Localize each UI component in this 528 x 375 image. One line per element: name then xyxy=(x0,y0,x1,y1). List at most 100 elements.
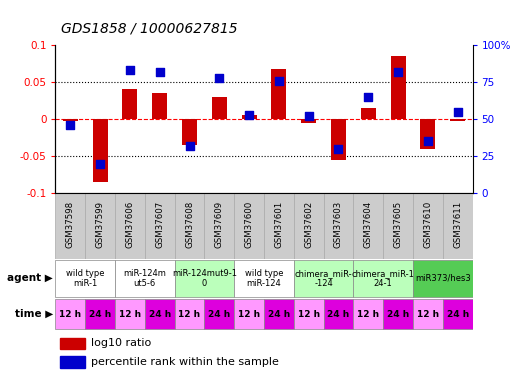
Bar xyxy=(55,193,85,259)
Text: GDS1858 / 10000627815: GDS1858 / 10000627815 xyxy=(61,22,238,36)
Text: 24 h: 24 h xyxy=(268,310,290,319)
Bar xyxy=(85,193,115,259)
Bar xyxy=(324,193,353,259)
Point xyxy=(305,113,313,119)
Bar xyxy=(115,299,145,329)
Bar xyxy=(115,193,145,259)
Point xyxy=(454,109,462,115)
Text: wild type
miR-124: wild type miR-124 xyxy=(245,269,283,288)
Point xyxy=(334,146,343,152)
Bar xyxy=(145,299,175,329)
Text: time ▶: time ▶ xyxy=(15,309,53,319)
Text: GSM37600: GSM37600 xyxy=(244,201,253,248)
Text: 12 h: 12 h xyxy=(59,310,81,319)
Bar xyxy=(383,299,413,329)
Bar xyxy=(63,119,78,120)
Bar xyxy=(443,299,473,329)
Bar xyxy=(204,193,234,259)
Text: GSM37607: GSM37607 xyxy=(155,201,164,248)
Bar xyxy=(294,193,324,259)
Bar xyxy=(331,119,346,160)
Bar xyxy=(324,299,353,329)
Bar xyxy=(443,193,473,259)
Bar xyxy=(182,119,197,145)
Text: agent ▶: agent ▶ xyxy=(7,273,53,284)
Bar xyxy=(450,119,465,121)
Point xyxy=(275,78,283,84)
Text: wild type
miR-1: wild type miR-1 xyxy=(66,269,105,288)
Text: GSM37598: GSM37598 xyxy=(66,201,75,248)
Bar xyxy=(264,299,294,329)
Bar xyxy=(294,260,353,297)
Bar xyxy=(294,299,324,329)
Bar xyxy=(413,193,443,259)
Bar xyxy=(93,119,108,182)
Text: 12 h: 12 h xyxy=(298,310,320,319)
Text: GSM37605: GSM37605 xyxy=(393,201,402,248)
Bar xyxy=(122,90,137,119)
Text: 12 h: 12 h xyxy=(357,310,379,319)
Text: 24 h: 24 h xyxy=(208,310,230,319)
Text: chimera_miR-1
24-1: chimera_miR-1 24-1 xyxy=(352,269,414,288)
Bar xyxy=(301,119,316,123)
Bar xyxy=(175,260,234,297)
Bar xyxy=(383,193,413,259)
Text: miR373/hes3: miR373/hes3 xyxy=(415,274,470,283)
Bar xyxy=(212,97,227,119)
Bar xyxy=(264,193,294,259)
Text: 24 h: 24 h xyxy=(327,310,350,319)
Bar xyxy=(175,299,204,329)
Bar xyxy=(115,260,175,297)
Bar xyxy=(60,356,84,368)
Bar xyxy=(234,260,294,297)
Text: GSM37604: GSM37604 xyxy=(364,201,373,248)
Bar xyxy=(353,299,383,329)
Text: GSM37599: GSM37599 xyxy=(96,201,105,248)
Bar xyxy=(152,93,167,119)
Point xyxy=(185,143,194,149)
Text: GSM37606: GSM37606 xyxy=(126,201,135,248)
Text: 24 h: 24 h xyxy=(387,310,409,319)
Text: 24 h: 24 h xyxy=(148,310,171,319)
Text: GSM37611: GSM37611 xyxy=(453,201,462,248)
Point xyxy=(66,122,74,128)
Point xyxy=(423,138,432,144)
Text: GSM37602: GSM37602 xyxy=(304,201,313,248)
Text: 12 h: 12 h xyxy=(417,310,439,319)
Bar xyxy=(175,193,204,259)
Text: 12 h: 12 h xyxy=(238,310,260,319)
Text: log10 ratio: log10 ratio xyxy=(91,338,151,348)
Point xyxy=(126,67,134,73)
Bar xyxy=(145,193,175,259)
Text: GSM37603: GSM37603 xyxy=(334,201,343,248)
Bar xyxy=(55,260,115,297)
Text: percentile rank within the sample: percentile rank within the sample xyxy=(91,357,279,367)
Bar xyxy=(85,299,115,329)
Text: miR-124m
ut5-6: miR-124m ut5-6 xyxy=(124,269,166,288)
Point xyxy=(394,69,402,75)
Text: 24 h: 24 h xyxy=(89,310,111,319)
Point xyxy=(245,112,253,118)
Text: chimera_miR-
-124: chimera_miR- -124 xyxy=(295,269,352,288)
Text: GSM37608: GSM37608 xyxy=(185,201,194,248)
Bar xyxy=(55,299,85,329)
Bar xyxy=(271,69,286,119)
Bar xyxy=(353,260,413,297)
Bar xyxy=(413,260,473,297)
Bar xyxy=(234,193,264,259)
Point xyxy=(364,94,373,100)
Bar xyxy=(353,193,383,259)
Text: GSM37609: GSM37609 xyxy=(215,201,224,248)
Bar xyxy=(391,56,406,119)
Text: miR-124mut9-1
0: miR-124mut9-1 0 xyxy=(172,269,237,288)
Bar xyxy=(413,299,443,329)
Text: GSM37610: GSM37610 xyxy=(423,201,432,248)
Bar xyxy=(242,116,257,119)
Bar xyxy=(361,108,376,119)
Text: 12 h: 12 h xyxy=(119,310,141,319)
Bar xyxy=(234,299,264,329)
Text: GSM37601: GSM37601 xyxy=(275,201,284,248)
Bar xyxy=(60,338,84,349)
Bar xyxy=(204,299,234,329)
Point xyxy=(215,75,223,81)
